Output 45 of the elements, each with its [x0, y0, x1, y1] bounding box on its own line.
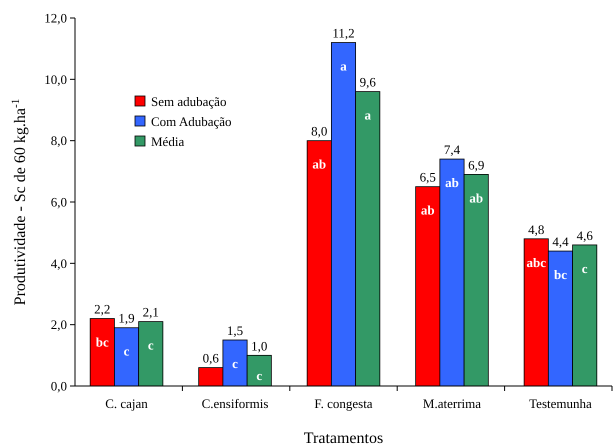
data-label: 9,6	[360, 74, 376, 90]
data-label: 4,4	[552, 234, 570, 250]
data-label: 1,5	[226, 323, 244, 338]
annotation: c	[148, 338, 154, 353]
data-label: 0,6	[202, 350, 220, 366]
annotation: ab	[420, 202, 435, 218]
y-tick-label: 12,0	[44, 10, 67, 26]
legend-label: Média	[151, 134, 184, 149]
data-label: 2,2	[94, 302, 110, 317]
legend-label: Sem adubação	[151, 94, 226, 109]
annotation: bc	[96, 334, 110, 350]
annotation: a	[340, 58, 348, 74]
y-tick-label: 6,0	[50, 194, 67, 210]
x-tick-label: Testemunha	[529, 396, 592, 411]
annotation: c	[124, 344, 130, 359]
legend-label: Com Adubação	[151, 114, 232, 129]
y-tick-label: 4,0	[50, 256, 67, 271]
data-label: 2,1	[142, 304, 159, 320]
data-label: 7,4	[444, 142, 461, 158]
annotation: ab	[469, 190, 484, 206]
data-label: 11,2	[332, 26, 355, 41]
annotation: ab	[445, 175, 459, 190]
data-label: 8,0	[311, 124, 328, 139]
annotation: a	[364, 108, 372, 123]
annotation: c	[256, 368, 262, 383]
y-tick-label: 8,0	[50, 133, 67, 148]
annotation: c	[582, 260, 588, 276]
data-label: 4,6	[576, 228, 594, 243]
y-tick-label: 2,0	[50, 317, 67, 332]
annotation: bc	[554, 267, 568, 282]
data-label: 6,5	[420, 170, 436, 185]
y-tick-label: 0,0	[50, 378, 67, 394]
x-tick-label: M.aterrima	[422, 396, 482, 411]
x-tick-label: C. cajan	[105, 396, 148, 411]
data-label: 6,9	[468, 157, 484, 172]
data-label: 4,8	[528, 222, 544, 237]
annotation: ab	[312, 156, 326, 172]
annotation: abc	[526, 254, 546, 270]
x-tick-label: F. congesta	[314, 396, 373, 411]
y-tick-label: 10,0	[44, 72, 67, 87]
x-tick-label: C.ensiformis	[202, 396, 268, 411]
annotation: c	[232, 356, 238, 371]
data-label: 1,9	[118, 310, 135, 326]
data-label: 1,0	[251, 338, 268, 354]
x-axis-title: Tratamentos	[304, 430, 384, 447]
